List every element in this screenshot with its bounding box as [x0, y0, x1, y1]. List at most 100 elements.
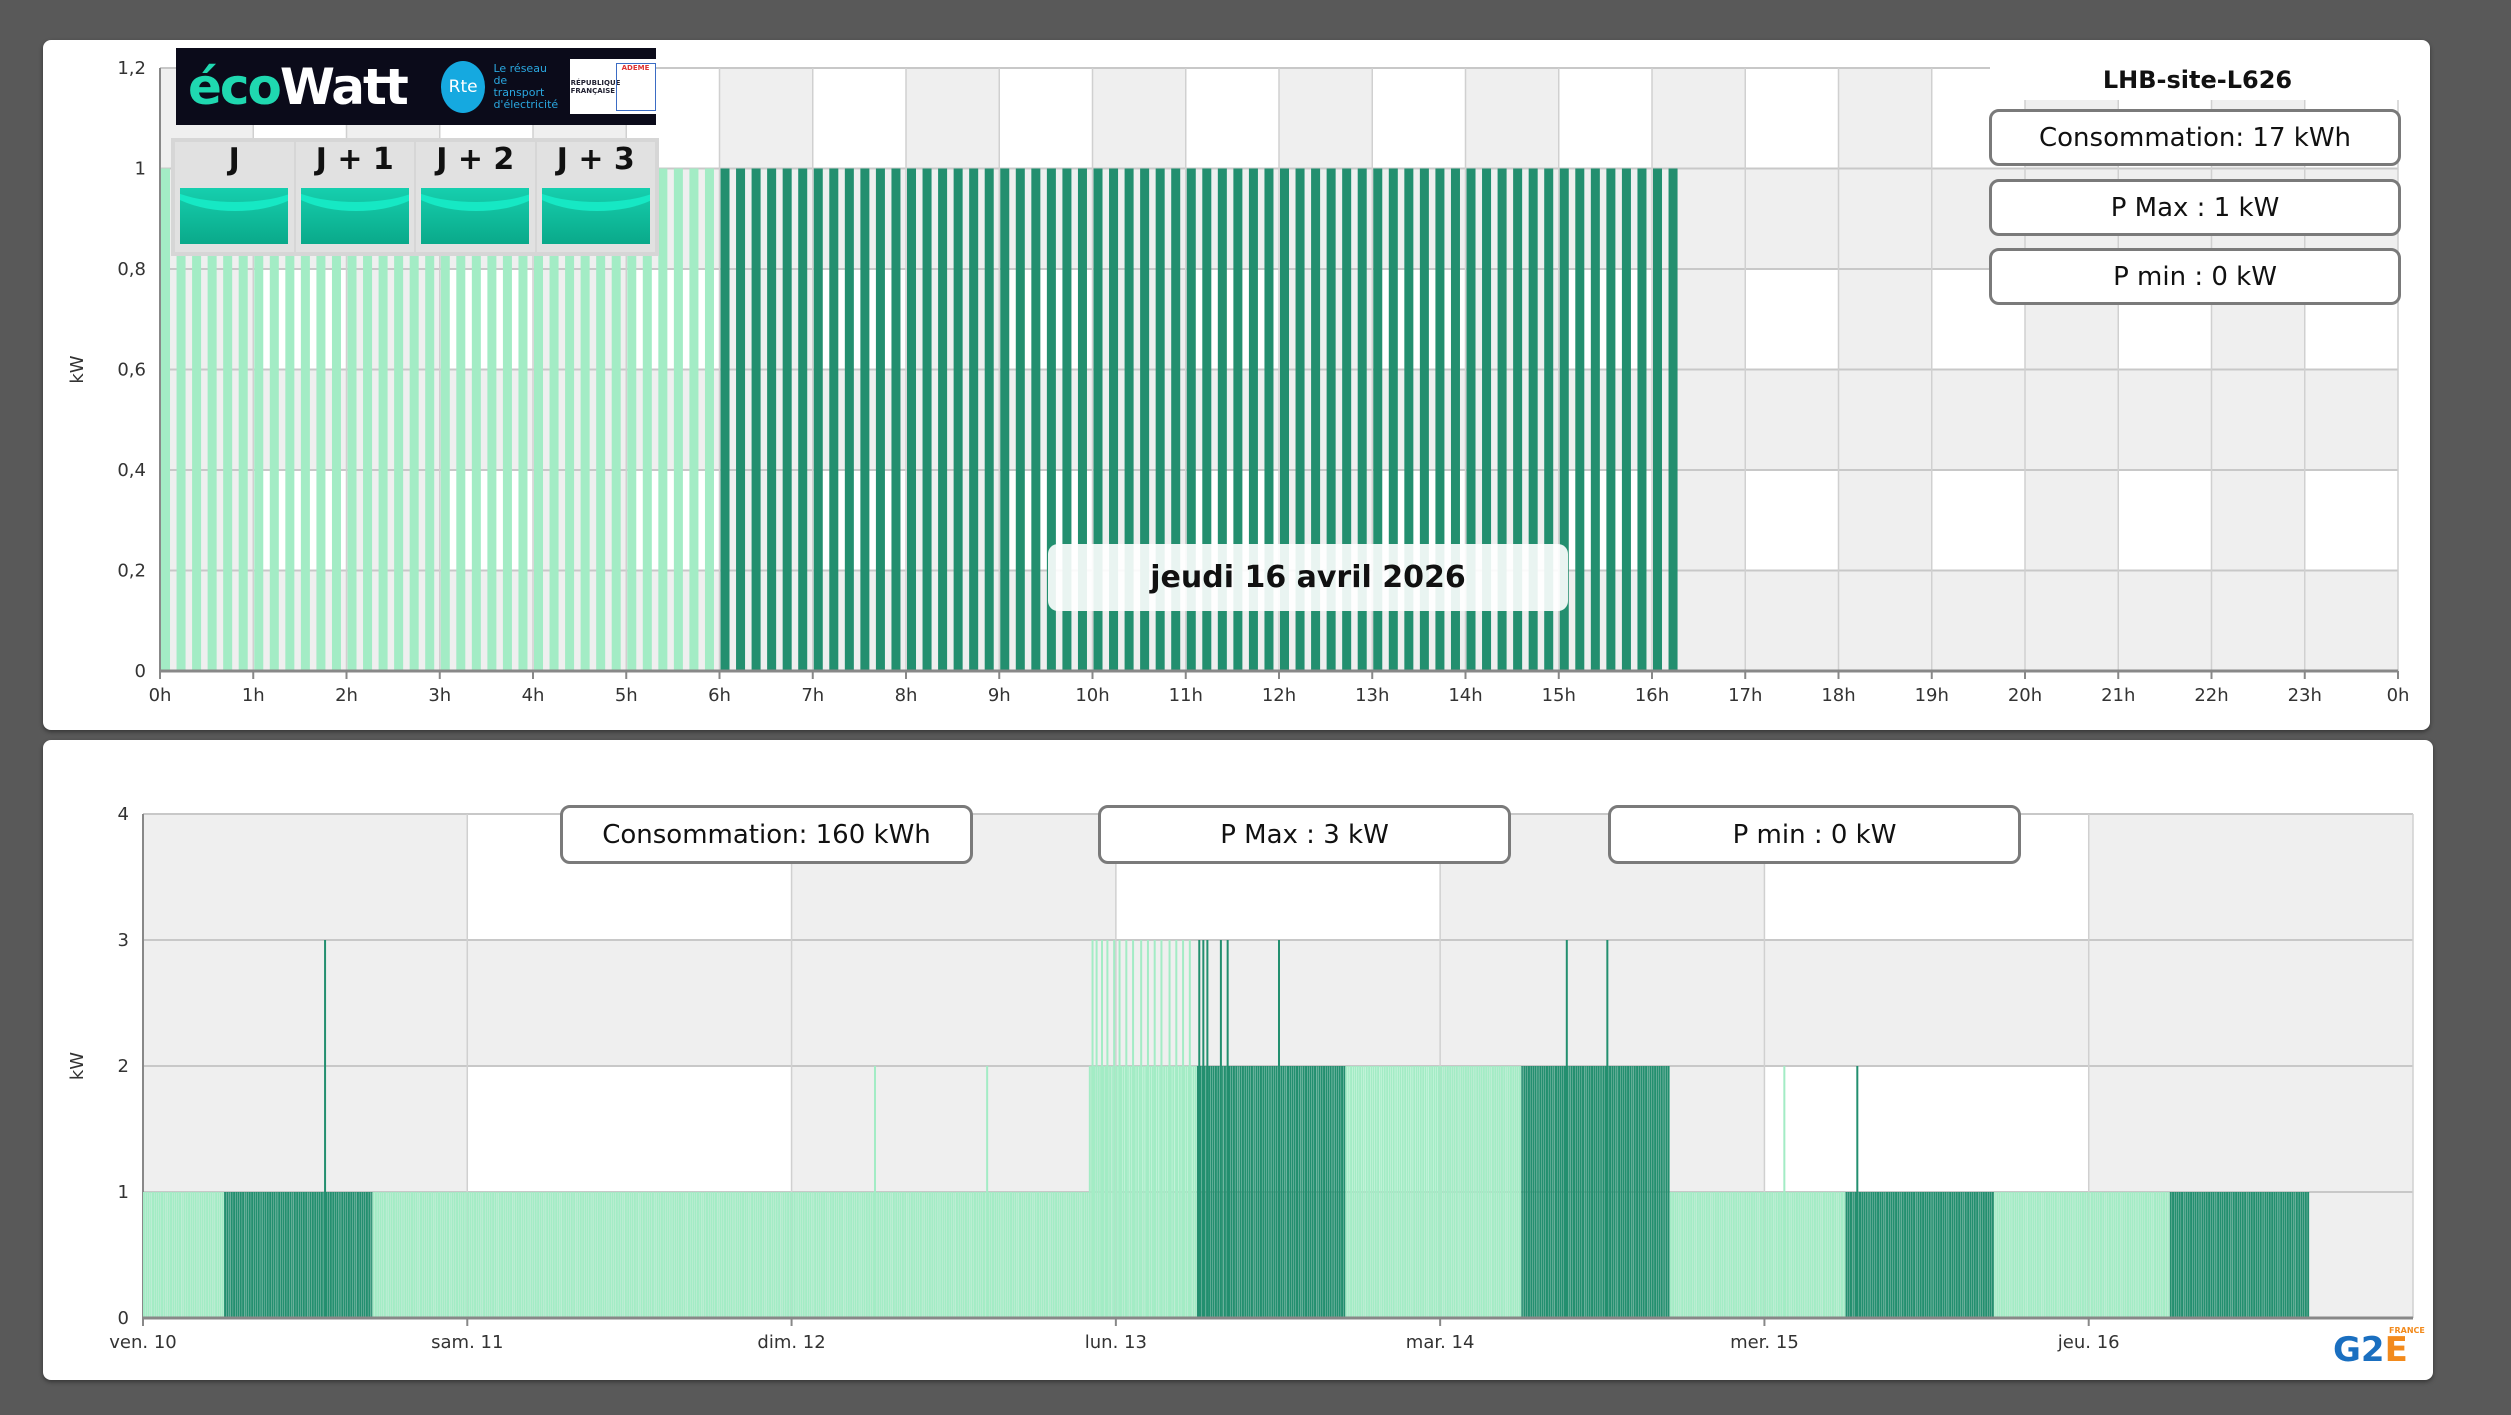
grid-cell — [1931, 470, 2025, 571]
bar — [269, 1192, 272, 1318]
bar — [1582, 1066, 1584, 1318]
grid-cell — [143, 814, 468, 940]
bar — [1640, 1066, 1643, 1318]
grid-cell — [1764, 1066, 2089, 1192]
bar — [1637, 168, 1647, 671]
bar — [1604, 1066, 1607, 1318]
bar — [624, 1192, 627, 1318]
grid-cell — [812, 570, 906, 671]
bar — [370, 1192, 373, 1318]
bar — [1532, 1066, 1535, 1318]
bar — [2271, 1192, 2274, 1318]
bar — [1093, 168, 1103, 671]
grid-cell — [1372, 68, 1466, 169]
bar — [1892, 1192, 1895, 1318]
grid-cell — [1838, 369, 1932, 470]
bar — [361, 1192, 364, 1318]
bar — [1609, 1066, 1612, 1318]
bar — [1343, 1066, 1346, 1318]
bar — [1949, 1192, 1952, 1318]
bar — [2277, 1192, 2280, 1318]
bar — [1931, 1192, 1934, 1318]
bar — [489, 1192, 492, 1318]
bar — [266, 1192, 269, 1318]
bar — [2111, 1192, 2114, 1318]
bar — [2293, 1192, 2296, 1318]
spike-bar — [1140, 940, 1143, 1318]
ademe-logo: ADEME — [615, 62, 656, 111]
bar — [2262, 1192, 2265, 1318]
bar — [1190, 1066, 1193, 1318]
bar — [910, 1192, 913, 1318]
bar — [1926, 1192, 1929, 1318]
grid-cell — [626, 570, 720, 671]
bar — [221, 1192, 224, 1318]
bar — [778, 1192, 781, 1318]
bar — [347, 1192, 350, 1318]
bar — [1964, 1192, 1967, 1318]
bar — [1365, 1066, 1368, 1318]
x-tick-label: 3h — [428, 685, 451, 706]
bar — [818, 1192, 821, 1318]
bar — [1854, 1192, 1857, 1318]
bar — [1807, 1192, 1810, 1318]
bar — [230, 1192, 233, 1318]
grid-cell — [1652, 570, 1746, 671]
bar — [1705, 1192, 1708, 1318]
bar — [766, 1192, 769, 1318]
bar — [1016, 1192, 1019, 1318]
bar — [1327, 1066, 1330, 1318]
bar — [1967, 1192, 1970, 1318]
grid-cell — [906, 68, 1000, 169]
bar — [1980, 1192, 1983, 1318]
bar — [1746, 1192, 1749, 1318]
bar — [736, 168, 746, 671]
bar — [2061, 1192, 2064, 1318]
bar — [609, 1192, 612, 1318]
bar — [1449, 1066, 1452, 1318]
bar — [1383, 1066, 1386, 1318]
bar — [1503, 1066, 1506, 1318]
bar — [305, 1192, 308, 1318]
bar — [2045, 1192, 2048, 1318]
bar — [1665, 1066, 1668, 1318]
bar — [1777, 1192, 1780, 1318]
bar — [676, 1192, 679, 1318]
bar — [720, 168, 730, 671]
bar — [1913, 1192, 1916, 1318]
bar — [1271, 1066, 1274, 1318]
grid-cell — [143, 1066, 468, 1192]
bar — [2253, 1192, 2256, 1318]
bar — [512, 1192, 515, 1318]
grid-cell — [439, 269, 533, 370]
bar — [1221, 1066, 1224, 1318]
bar — [534, 1192, 537, 1318]
bar — [735, 1192, 738, 1318]
bar — [1453, 1066, 1456, 1318]
bar — [782, 1192, 785, 1318]
bar — [2201, 1192, 2204, 1318]
bar — [262, 1192, 265, 1318]
bar — [751, 1192, 754, 1318]
bar — [586, 1192, 589, 1318]
bar — [1656, 1066, 1659, 1318]
bar — [907, 168, 917, 671]
bar — [207, 168, 217, 671]
bar — [1890, 1192, 1893, 1318]
bar — [1390, 1066, 1393, 1318]
grid-cell — [533, 470, 627, 571]
bar — [1014, 1192, 1017, 1318]
bar — [823, 1192, 826, 1318]
bar — [1618, 1066, 1621, 1318]
grid-cell — [1465, 369, 1559, 470]
bar — [462, 1192, 465, 1318]
bar — [1415, 1066, 1418, 1318]
bar — [147, 1192, 150, 1318]
bar — [844, 168, 854, 671]
bar — [2259, 1192, 2262, 1318]
y-tick-label: 2 — [118, 1056, 129, 1077]
bar — [254, 168, 264, 671]
bar — [1985, 1192, 1988, 1318]
bar — [703, 1192, 706, 1318]
bar — [1845, 1192, 1848, 1318]
